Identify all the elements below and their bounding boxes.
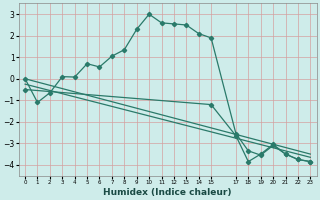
- X-axis label: Humidex (Indice chaleur): Humidex (Indice chaleur): [103, 188, 232, 197]
